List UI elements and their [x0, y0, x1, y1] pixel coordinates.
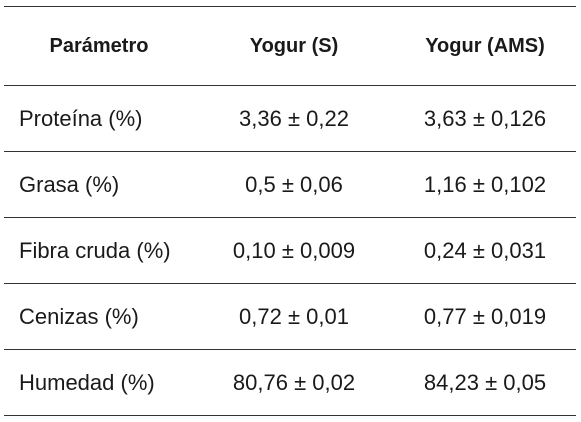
- row-param: Cenizas (%): [4, 283, 194, 350]
- row-value-ams: 84,23 ± 0,05: [394, 349, 576, 416]
- row-value-ams: 3,63 ± 0,126: [394, 85, 576, 152]
- row-param: Humedad (%): [4, 349, 194, 416]
- header-row: Parámetro Yogur (S) Yogur (AMS): [4, 6, 576, 86]
- table-body: Proteína (%) 3,36 ± 0,22 3,63 ± 0,126 Gr…: [4, 85, 576, 416]
- table-row: Fibra cruda (%) 0,10 ± 0,009 0,24 ± 0,03…: [4, 217, 576, 284]
- row-value-s: 80,76 ± 0,02: [194, 349, 394, 416]
- table-row: Proteína (%) 3,36 ± 0,22 3,63 ± 0,126: [4, 85, 576, 152]
- table-row: Cenizas (%) 0,72 ± 0,01 0,77 ± 0,019: [4, 283, 576, 350]
- header-yogur-ams: Yogur (AMS): [394, 6, 576, 86]
- table-header: Parámetro Yogur (S) Yogur (AMS): [4, 6, 576, 86]
- row-value-s: 0,10 ± 0,009: [194, 217, 394, 284]
- row-value-ams: 0,24 ± 0,031: [394, 217, 576, 284]
- row-param: Grasa (%): [4, 151, 194, 218]
- row-value-ams: 1,16 ± 0,102: [394, 151, 576, 218]
- header-parametro: Parámetro: [4, 6, 194, 86]
- composition-table: Parámetro Yogur (S) Yogur (AMS) Proteína…: [4, 6, 576, 416]
- row-param: Proteína (%): [4, 85, 194, 152]
- table-row: Grasa (%) 0,5 ± 0,06 1,16 ± 0,102: [4, 151, 576, 218]
- row-value-s: 3,36 ± 0,22: [194, 85, 394, 152]
- row-value-s: 0,5 ± 0,06: [194, 151, 394, 218]
- row-value-ams: 0,77 ± 0,019: [394, 283, 576, 350]
- header-yogur-s: Yogur (S): [194, 6, 394, 86]
- table-row: Humedad (%) 80,76 ± 0,02 84,23 ± 0,05: [4, 349, 576, 416]
- row-value-s: 0,72 ± 0,01: [194, 283, 394, 350]
- row-param: Fibra cruda (%): [4, 217, 194, 284]
